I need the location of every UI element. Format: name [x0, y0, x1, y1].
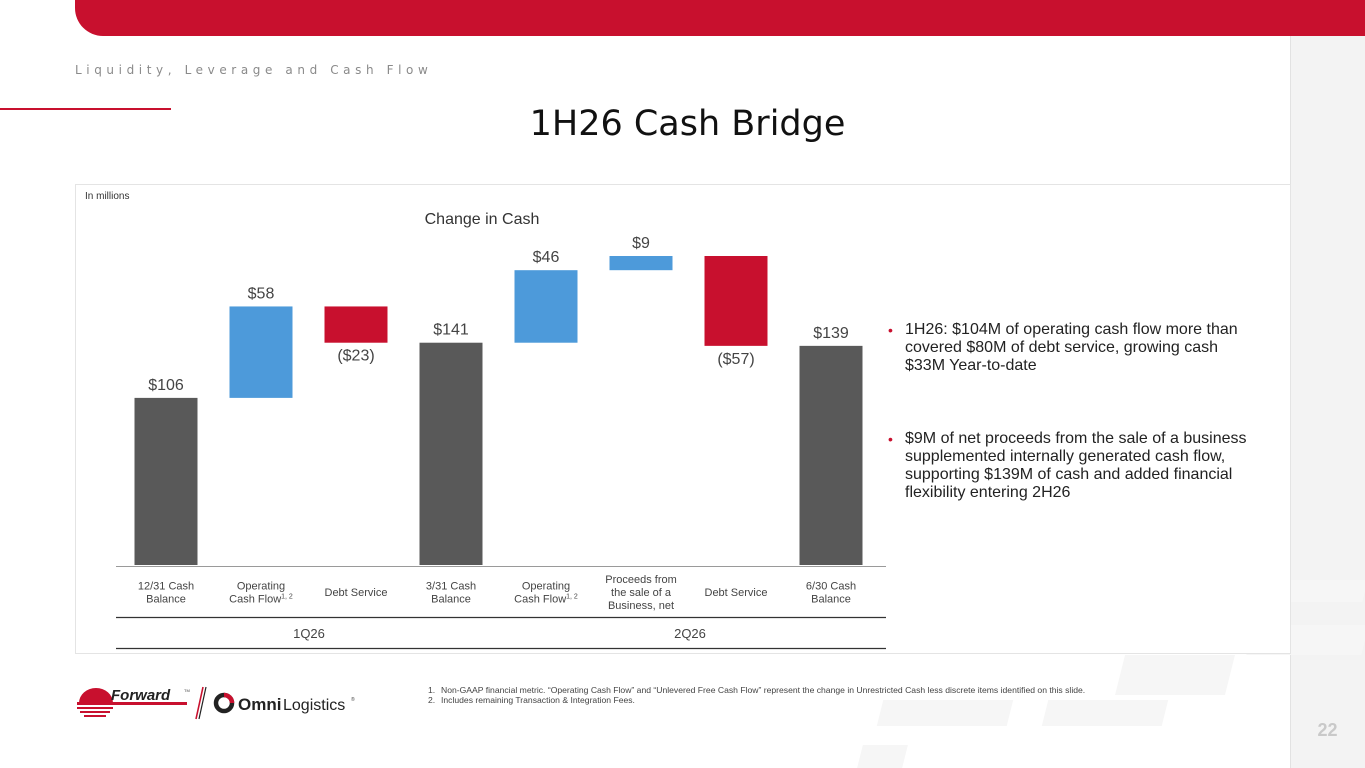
- data-label: $141: [433, 322, 469, 339]
- key-point: $9M of net proceeds from the sale of a b…: [888, 430, 1248, 502]
- category-label: 3/31 Cash: [426, 581, 476, 593]
- key-points: 1H26: $104M of operating cash flow more …: [888, 321, 1248, 502]
- category-label: Cash Flow1, 2: [229, 594, 293, 606]
- data-label: $139: [813, 325, 849, 342]
- chart-panel: [75, 184, 1291, 654]
- page-title: 1H26 Cash Bridge: [529, 104, 846, 144]
- data-label: ($23): [337, 348, 374, 365]
- category-label: Operating: [237, 581, 285, 593]
- unit-note: In millions: [85, 191, 130, 202]
- waterfall-bar: [799, 345, 863, 565]
- forward-logo-icon: Forward TM: [77, 687, 190, 717]
- footnotes: 1. Non-GAAP financial metric. “Operating …: [428, 685, 1183, 705]
- footnote-number: 2.: [428, 695, 436, 705]
- footnote-text: Non-GAAP financial metric. “Operating Ca…: [441, 685, 1086, 695]
- section-label: Liquidity, Leverage and Cash Flow: [75, 63, 433, 77]
- omni-logo-icon: Omni Logistics ®: [213, 692, 355, 714]
- quarter-group-label: 1Q26: [293, 626, 325, 641]
- waterfall-bar: [134, 397, 198, 565]
- waterfall-bar: [419, 342, 483, 565]
- footnote-text: Includes remaining Transaction & Integra…: [441, 695, 635, 705]
- waterfall-bar: [324, 306, 388, 343]
- omni-logistics-wordmark: Logistics: [283, 697, 345, 714]
- category-label: Proceeds from: [605, 574, 677, 586]
- chart-title: Change in Cash: [425, 211, 540, 228]
- key-point: 1H26: $104M of operating cash flow more …: [888, 321, 1248, 375]
- waterfall-bar: [609, 256, 673, 271]
- data-label: ($57): [717, 351, 754, 368]
- category-label: Balance: [146, 594, 186, 606]
- omni-wordmark: Omni: [238, 695, 281, 714]
- waterfall-bar: [229, 306, 293, 398]
- title-rule: [0, 108, 171, 110]
- data-label: $58: [248, 285, 275, 302]
- forward-trademark: TM: [184, 688, 190, 693]
- logo-divider-icon: [195, 686, 207, 720]
- data-label: $46: [533, 249, 560, 266]
- category-footnote-ref: 1, 2: [281, 594, 293, 601]
- category-label: Balance: [811, 594, 851, 606]
- waterfall-bar: [704, 256, 768, 346]
- footnote: 1. Non-GAAP financial metric. “Operating …: [428, 685, 1183, 695]
- quarter-group-label: 2Q26: [674, 626, 706, 641]
- omni-registered-mark: ®: [351, 696, 355, 703]
- category-label: Debt Service: [705, 587, 768, 599]
- data-label: $106: [148, 377, 184, 394]
- top-banner: [75, 0, 1365, 36]
- category-label: Operating: [522, 581, 570, 593]
- footnote-number: 1.: [428, 685, 436, 695]
- category-label: 6/30 Cash: [806, 581, 856, 593]
- category-label: Debt Service: [325, 587, 388, 599]
- forward-wordmark: Forward: [111, 687, 171, 704]
- category-label: Cash Flow1, 2: [514, 594, 578, 606]
- category-label: Business, net: [608, 600, 674, 612]
- data-label: $9: [632, 235, 650, 252]
- category-footnote-ref: 1, 2: [566, 594, 578, 601]
- category-label: Balance: [431, 594, 471, 606]
- page-number: 22: [1317, 720, 1338, 740]
- category-label: the sale of a: [611, 587, 672, 599]
- waterfall-bar: [514, 270, 578, 343]
- footnote: 2. Includes remaining Transaction & Integ…: [428, 695, 1183, 705]
- category-label: 12/31 Cash: [138, 581, 194, 593]
